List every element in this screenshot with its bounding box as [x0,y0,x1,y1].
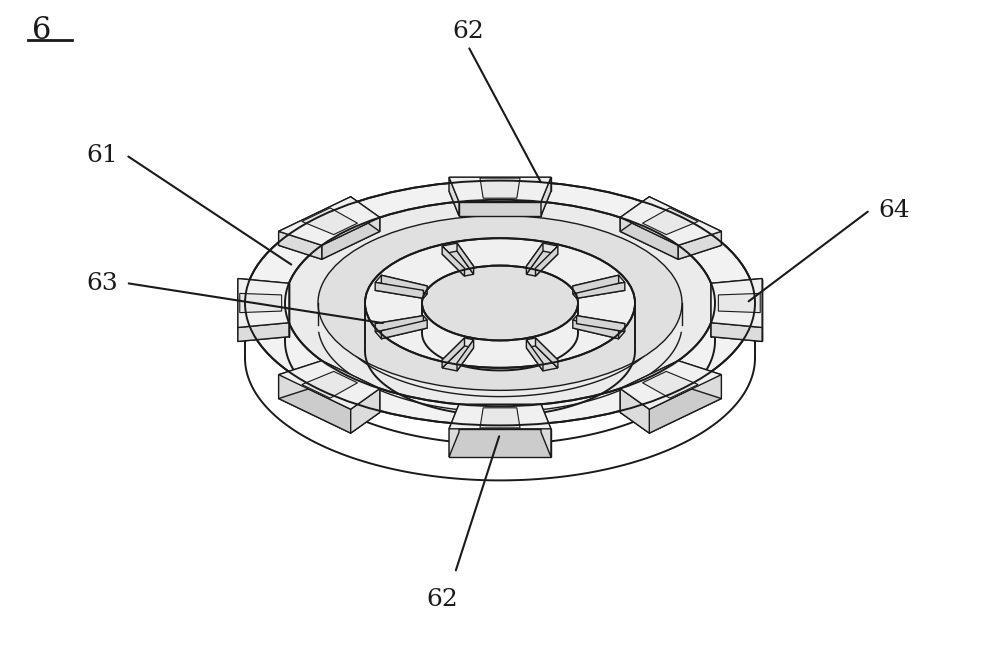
Polygon shape [279,231,322,259]
Polygon shape [536,246,558,276]
Polygon shape [449,404,459,457]
Polygon shape [279,375,351,433]
Polygon shape [649,197,721,245]
Polygon shape [442,346,474,371]
Polygon shape [238,292,289,341]
Polygon shape [459,404,541,432]
Polygon shape [678,361,721,398]
Polygon shape [541,404,551,457]
Polygon shape [620,385,721,433]
Polygon shape [711,323,762,341]
Polygon shape [381,320,427,339]
Polygon shape [449,177,459,215]
Polygon shape [302,208,357,235]
Polygon shape [240,294,282,313]
Polygon shape [643,371,698,398]
Polygon shape [620,389,649,433]
Text: 63: 63 [86,272,118,294]
Polygon shape [442,251,474,276]
Polygon shape [526,339,543,371]
Polygon shape [302,371,357,398]
Polygon shape [711,278,762,328]
Polygon shape [238,323,289,341]
Polygon shape [279,211,380,259]
Ellipse shape [422,266,578,340]
Polygon shape [526,243,543,274]
Polygon shape [442,246,464,276]
Polygon shape [573,324,625,339]
Polygon shape [449,432,551,457]
Polygon shape [620,197,649,231]
Polygon shape [375,316,423,332]
Polygon shape [526,346,558,371]
Polygon shape [573,275,625,290]
Polygon shape [459,202,541,215]
Polygon shape [620,197,721,245]
Polygon shape [375,275,427,290]
Polygon shape [573,283,625,298]
Polygon shape [620,361,721,409]
Polygon shape [351,197,380,231]
Polygon shape [449,429,551,457]
Polygon shape [279,197,351,245]
Polygon shape [322,217,380,259]
Ellipse shape [365,238,635,368]
Polygon shape [449,404,551,429]
Polygon shape [375,282,423,298]
Polygon shape [480,408,520,428]
Text: 64: 64 [878,198,910,221]
Polygon shape [573,320,619,339]
Polygon shape [442,338,474,363]
Polygon shape [457,243,474,274]
Polygon shape [457,339,474,371]
Polygon shape [541,177,551,215]
Polygon shape [381,275,427,294]
Ellipse shape [245,180,755,426]
Polygon shape [536,338,558,368]
Polygon shape [526,338,558,363]
Polygon shape [442,243,474,268]
Polygon shape [238,278,289,297]
Polygon shape [678,231,721,259]
Text: 62: 62 [452,20,484,43]
Polygon shape [620,211,721,259]
Polygon shape [711,278,762,297]
Polygon shape [442,338,464,368]
Polygon shape [351,389,380,433]
Polygon shape [279,361,322,398]
Polygon shape [577,316,625,332]
Ellipse shape [318,215,682,391]
Polygon shape [526,243,558,268]
Polygon shape [649,375,721,433]
Polygon shape [718,294,760,313]
Polygon shape [449,191,551,215]
Polygon shape [573,275,619,294]
Polygon shape [480,178,520,198]
Polygon shape [238,278,289,328]
Ellipse shape [285,200,715,406]
Polygon shape [279,361,380,409]
Polygon shape [573,316,625,331]
Polygon shape [375,324,427,339]
Text: 62: 62 [426,588,458,611]
Polygon shape [577,282,625,298]
Polygon shape [449,177,551,191]
Polygon shape [620,361,678,412]
Polygon shape [375,316,427,331]
Polygon shape [643,208,698,235]
Polygon shape [279,385,380,433]
Ellipse shape [335,224,665,382]
Polygon shape [449,177,551,202]
Polygon shape [620,217,678,259]
Polygon shape [322,361,380,412]
Polygon shape [279,197,380,245]
Polygon shape [375,283,427,298]
Text: 6: 6 [32,15,51,46]
Text: 61: 61 [86,143,118,166]
Polygon shape [711,292,762,341]
Polygon shape [526,251,558,276]
Ellipse shape [352,232,648,374]
